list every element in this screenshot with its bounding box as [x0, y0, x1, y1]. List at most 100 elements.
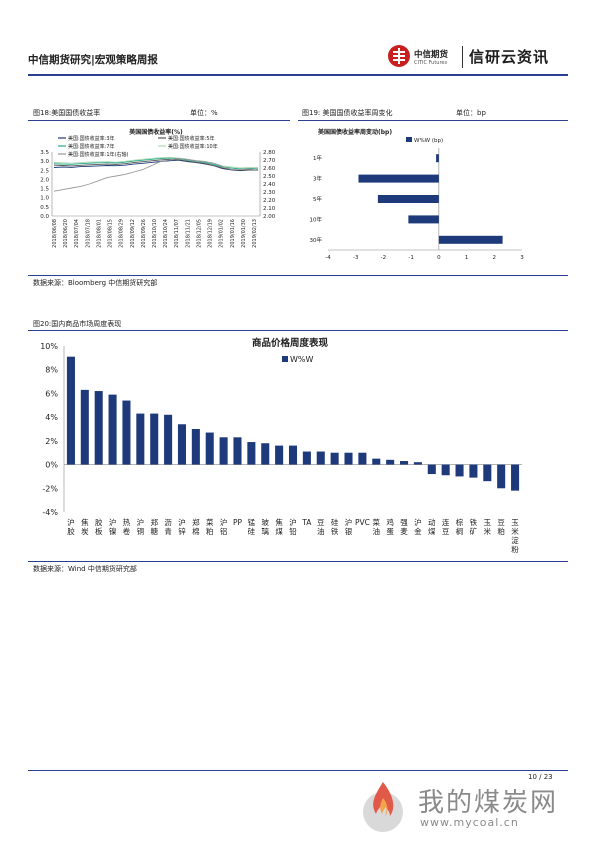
logo-separator	[462, 46, 463, 68]
fig19-bar	[438, 235, 503, 244]
fig20-y-tick-label: 0%	[45, 461, 58, 470]
fig20-category-label: 热卷	[123, 517, 131, 536]
fig20-category-label: 焦炭	[81, 517, 89, 536]
fig18-left-tick-label: 3.0	[40, 159, 49, 165]
fig20-category-label: TA	[301, 518, 312, 527]
fig20-top-rule	[28, 330, 568, 331]
fig20-bar	[122, 400, 131, 465]
fig19-x-tick-label: 2	[493, 255, 497, 261]
fig18-x-tick-label: 2018/09/26	[141, 219, 147, 248]
fig20-bar	[358, 452, 367, 465]
fig20-category-label: 连豆	[442, 517, 450, 536]
fig20-y-tick-label: 8%	[45, 366, 58, 375]
fig20-category-label: 硅铁	[331, 517, 339, 536]
fig19-bar	[358, 174, 439, 183]
fig18-x-tick-label: 2018/12/05	[196, 219, 202, 248]
fig19-top-rule	[298, 120, 568, 121]
fig18-x-tick-label: 2018/12/19	[208, 219, 214, 248]
fig18-x-tick-label: 2018/07/18	[85, 219, 91, 248]
fig20-category-label: 锰硅	[248, 517, 256, 536]
fig18-x-tick-label: 2018/08/15	[108, 219, 114, 248]
fig20-bar	[66, 356, 75, 465]
fig18-left-tick-label: 3.5	[40, 150, 49, 156]
fig20-category-label: 沪金	[414, 517, 422, 536]
fig18-right-tick-label: 2.60	[263, 166, 276, 172]
fig20-bar	[219, 437, 228, 465]
fig20-chart-title: 商品价格周度表现	[252, 337, 329, 349]
fig20-category-label: 玉米淀粉	[511, 518, 519, 554]
fig20-legend-swatch	[282, 356, 288, 362]
fig20-category-label: 沪铅	[289, 517, 297, 536]
fig20-category-label: 沪胶	[67, 517, 75, 536]
fig20-title: 图20:国内商品市场周度表现	[33, 320, 122, 328]
fig19-x-tick-label: 1	[465, 255, 469, 261]
fig20-category-label: 玻璃	[261, 517, 269, 536]
fig20-bar	[455, 464, 464, 477]
fig18-source: 数据来源：Bloomberg 中信期货研究部	[33, 279, 158, 287]
fig19-bar	[408, 215, 439, 224]
fig18-right-tick-label: 2.50	[263, 174, 276, 180]
fig18-right-tick-label: 2.40	[263, 182, 276, 188]
fig20-category-label: 沥青	[164, 518, 172, 536]
fig18-x-tick-label: 2019/02/13	[252, 219, 258, 248]
fig20-y-tick-label: -2%	[42, 484, 58, 493]
fig18-legend-label: 美国:国债收益率:5年	[168, 135, 215, 142]
fig20-bar	[483, 464, 492, 482]
fig20-bar	[330, 452, 339, 465]
fig20-y-tick-label: 4%	[45, 413, 58, 422]
fig19-bar	[377, 195, 439, 203]
fig20-category-label: 沪铜	[137, 517, 145, 536]
fig19-category-label: 5年	[313, 195, 322, 203]
fig19-category-label: 1年	[313, 154, 322, 162]
fig18-right-tick-label: 2.70	[263, 158, 276, 164]
citic-logo-icon	[388, 45, 410, 67]
logo-chinese-name: 中信期货	[414, 50, 449, 60]
fig20-category-label: 鸡蛋	[386, 517, 394, 536]
fig18-top-rule	[28, 120, 290, 121]
fig18-series-line	[53, 156, 259, 169]
fig20-category-label: 铁矿	[470, 517, 478, 536]
fig20-category-label: 菜油	[373, 517, 381, 536]
fig19-legend-label: W%W (bp)	[414, 138, 443, 144]
fig19-x-tick-label: -4	[325, 255, 331, 261]
fig20-category-label: PP	[233, 518, 243, 527]
fig20-bar	[150, 413, 159, 465]
fig18-left-tick-label: 2.0	[40, 177, 49, 183]
fig20-bar	[177, 424, 186, 465]
fig19-x-tick-label: 0	[437, 255, 441, 261]
fig20-category-label: 沪镍	[109, 517, 117, 536]
fig20-bar	[288, 445, 298, 465]
fig18-x-tick-label: 2018/07/04	[74, 219, 80, 248]
fig18-legend-label: 美国:国债收益率:1年(右轴)	[68, 151, 129, 158]
fig19-category-label: 10年	[310, 215, 323, 223]
brand-name: 信研云资讯	[469, 48, 550, 66]
fig20-y-tick-label: -4%	[42, 508, 58, 517]
fig20-category-label: 菜粕	[206, 517, 214, 536]
fig20-source: 数据来源：Wind 中信期货研究部	[33, 565, 137, 573]
fig19-unit: 单位：bp	[456, 109, 486, 117]
fig20-category-label: 沪锌	[178, 517, 186, 536]
fig18-x-tick-label: 2018/11/07	[174, 219, 180, 248]
fig20-bar	[302, 451, 311, 465]
fig18-legend-label: 美国:国债收益率:3年	[68, 135, 115, 142]
fig20-category-label: 郑糖	[150, 517, 158, 536]
header-rule	[28, 74, 568, 76]
fig18-x-tick-label: 2018/06/20	[63, 219, 69, 248]
fig18-left-tick-label: 0.0	[40, 214, 49, 220]
report-header-title: 中信期货研究|宏观策略周报	[28, 54, 158, 66]
watermark-url: www.mycoal.cn	[420, 816, 519, 829]
fig20-bottom-rule	[28, 561, 568, 562]
fig18-left-tick-label: 1.0	[40, 196, 49, 202]
fig20-category-label: PVC	[355, 518, 370, 527]
fig20-y-tick-label: 2%	[45, 437, 58, 446]
fig18-left-tick-label: 2.5	[40, 168, 49, 174]
fig20-bar	[233, 437, 242, 465]
fig19-x-tick-label: 3	[520, 255, 524, 261]
fig20-y-tick-label: 10%	[40, 342, 58, 351]
fig19-category-label: 3年	[313, 175, 322, 183]
fig20-bar	[205, 432, 214, 465]
fig20-category-label: 焦煤	[275, 517, 283, 536]
fig20-bar	[400, 461, 409, 465]
fig18-x-tick-label: 2018/10/24	[163, 219, 169, 248]
fig19-x-tick-label: -1	[408, 255, 413, 261]
